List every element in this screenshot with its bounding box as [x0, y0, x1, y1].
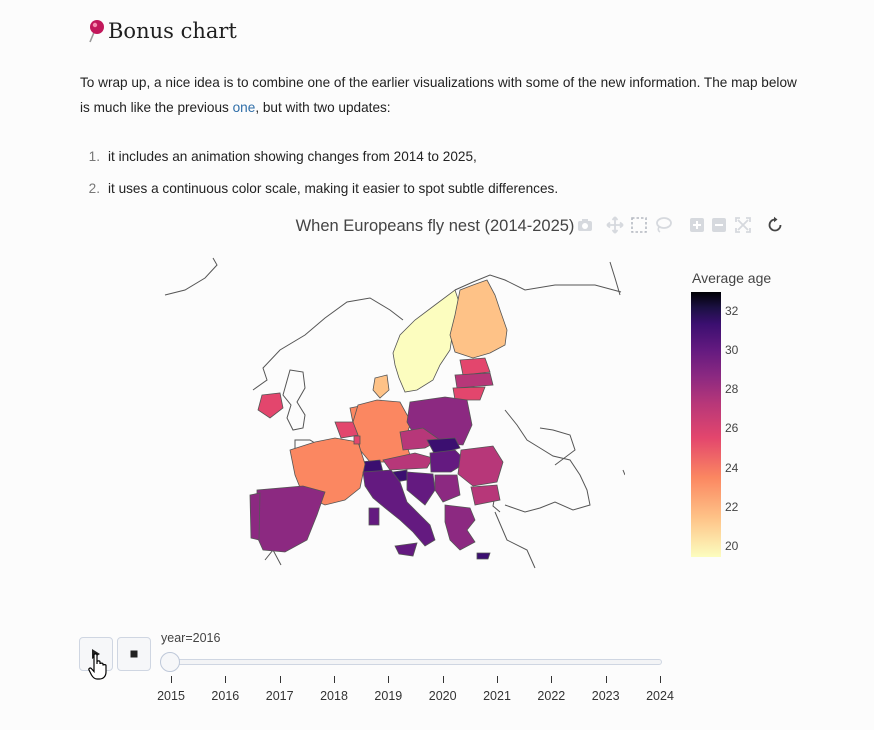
- slider-tick-label[interactable]: 2016: [211, 689, 240, 703]
- box-select-icon[interactable]: [630, 216, 648, 234]
- list-item-text: it includes an animation showing changes…: [108, 148, 477, 164]
- colorbar-title: Average age: [692, 270, 772, 286]
- lithuania-shape: [452, 386, 486, 401]
- slider-tick-mark: [171, 676, 172, 683]
- year-slider-track[interactable]: [166, 659, 662, 665]
- romania-shape: [457, 445, 504, 487]
- finland-shape: [449, 279, 508, 359]
- camera-icon[interactable]: [576, 216, 594, 234]
- slider-tick-mark: [279, 676, 281, 683]
- list-item: 2. it uses a continuous color scale, mak…: [80, 172, 558, 204]
- colorbar-tick-label: 20: [725, 539, 739, 554]
- slider-tick-label[interactable]: 2015: [157, 689, 185, 703]
- list-item: 1. it includes an animation showing chan…: [80, 140, 558, 172]
- austria-shape: [382, 452, 434, 471]
- cyprus-shape: [476, 552, 491, 560]
- slider-tick-label[interactable]: 2021: [483, 689, 511, 703]
- hand-cursor-icon: [88, 653, 107, 680]
- heading-text: Bonus chart: [108, 19, 237, 43]
- latvia-shape: [454, 372, 494, 389]
- stop-button[interactable]: [117, 637, 151, 671]
- lasso-icon[interactable]: [654, 216, 672, 234]
- list-number: 2.: [88, 180, 100, 196]
- slovakia-shape: [426, 437, 461, 456]
- sardinia-shape: [368, 507, 380, 526]
- country-shapes: [249, 279, 508, 560]
- slider-tick-mark: [497, 676, 498, 683]
- autoscale-icon[interactable]: [734, 216, 752, 234]
- estonia-shape: [459, 357, 491, 376]
- colorbar-tick-label: 30: [725, 342, 739, 357]
- luxembourg-shape: [353, 435, 361, 445]
- slider-tick-mark: [605, 676, 607, 683]
- slider-tick-label[interactable]: 2017: [265, 689, 294, 703]
- intro-text-before: To wrap up, a nice idea is to combine on…: [80, 75, 797, 115]
- slider-tick-mark: [388, 676, 390, 683]
- slider-tick-mark: [225, 676, 227, 683]
- slider-tick-mark: [442, 676, 444, 683]
- updates-list: 1. it includes an animation showing chan…: [80, 140, 558, 204]
- chart-title: When Europeans fly nest (2014-2025): [295, 217, 575, 235]
- colorbar-gradient: [691, 292, 721, 557]
- slider-tick-label[interactable]: 2023: [591, 689, 620, 703]
- intro-paragraph: To wrap up, a nice idea is to combine on…: [80, 70, 800, 120]
- slider-tick-label[interactable]: 2020: [428, 689, 457, 703]
- europe-choropleth-map[interactable]: [155, 250, 625, 575]
- slider-tick-mark: [551, 676, 553, 683]
- colorbar-tick-label: 32: [725, 303, 739, 318]
- greece-shape: [444, 504, 476, 551]
- zoom-out-icon[interactable]: [710, 216, 728, 234]
- slider-tick-mark: [334, 676, 335, 683]
- colorbar-tick-label: 22: [725, 499, 739, 514]
- pan-icon[interactable]: [606, 216, 624, 234]
- colorbar-tick-label: 26: [725, 421, 739, 436]
- denmark-shape: [372, 374, 390, 399]
- slider-tick-label[interactable]: 2019: [374, 689, 403, 703]
- italy-shape: [362, 469, 436, 547]
- portugal-shape: [249, 492, 261, 541]
- spain-shape: [254, 485, 326, 553]
- sicily-shape: [394, 542, 418, 557]
- reset-icon[interactable]: [766, 216, 784, 234]
- bulgaria-shape: [470, 484, 501, 506]
- section-heading: Bonus chart: [84, 18, 237, 44]
- year-slider-handle[interactable]: [160, 652, 180, 672]
- map-outlines: [164, 257, 625, 569]
- serbia-shape: [434, 474, 461, 503]
- slider-tick-mark: [660, 676, 661, 683]
- slider-tick-label[interactable]: 2022: [537, 689, 566, 703]
- colorbar-tick-label: 24: [725, 460, 739, 475]
- zoom-in-icon[interactable]: [688, 216, 706, 234]
- previous-map-link[interactable]: one: [232, 100, 256, 115]
- stop-icon: [130, 650, 138, 658]
- colorbar-tick-label: 28: [725, 382, 739, 397]
- sweden-shape: [392, 289, 461, 393]
- list-number: 1.: [88, 148, 100, 164]
- slider-tick-label[interactable]: 2024: [646, 689, 674, 703]
- slider-current-value: year=2016: [161, 631, 221, 645]
- ireland-shape: [257, 392, 284, 419]
- intro-text-after: , but with two updates:: [255, 100, 391, 115]
- list-item-text: it uses a continuous color scale, making…: [108, 180, 559, 196]
- pushpin-icon: [89, 20, 104, 43]
- slider-tick-label[interactable]: 2018: [320, 689, 348, 703]
- croatia-shape: [406, 471, 436, 506]
